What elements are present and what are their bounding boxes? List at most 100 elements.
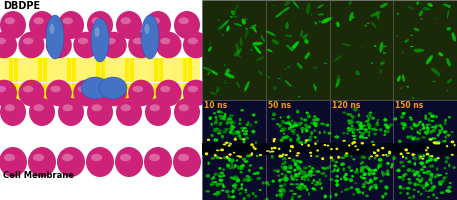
Ellipse shape (400, 122, 405, 124)
Ellipse shape (321, 167, 325, 169)
Ellipse shape (431, 126, 436, 128)
Ellipse shape (416, 132, 420, 134)
Ellipse shape (369, 185, 374, 188)
Ellipse shape (120, 154, 131, 161)
Ellipse shape (356, 168, 358, 171)
Ellipse shape (239, 137, 242, 140)
Ellipse shape (433, 158, 438, 162)
Ellipse shape (409, 136, 414, 139)
Ellipse shape (101, 80, 127, 106)
Ellipse shape (379, 180, 383, 183)
Ellipse shape (222, 184, 225, 187)
Ellipse shape (298, 137, 300, 140)
Ellipse shape (382, 154, 385, 156)
Ellipse shape (346, 132, 349, 135)
Ellipse shape (292, 0, 299, 9)
Ellipse shape (242, 158, 246, 161)
Ellipse shape (281, 188, 284, 190)
Ellipse shape (369, 112, 372, 114)
Ellipse shape (403, 125, 407, 128)
Ellipse shape (362, 173, 364, 177)
Ellipse shape (430, 130, 433, 133)
Ellipse shape (426, 129, 430, 132)
Ellipse shape (234, 50, 240, 56)
Bar (14, 58, 17, 82)
Ellipse shape (336, 22, 340, 27)
Ellipse shape (430, 155, 433, 157)
Ellipse shape (376, 177, 378, 179)
Ellipse shape (360, 175, 362, 178)
Ellipse shape (252, 25, 257, 33)
Ellipse shape (414, 136, 416, 139)
Ellipse shape (231, 164, 234, 167)
Ellipse shape (402, 165, 405, 167)
Ellipse shape (440, 191, 444, 194)
Ellipse shape (411, 137, 415, 141)
Ellipse shape (356, 71, 360, 76)
Ellipse shape (283, 137, 287, 139)
Ellipse shape (278, 155, 283, 158)
Ellipse shape (433, 129, 436, 132)
Ellipse shape (311, 14, 312, 15)
Ellipse shape (224, 80, 226, 81)
Ellipse shape (291, 119, 293, 122)
Ellipse shape (33, 154, 44, 161)
Ellipse shape (287, 115, 290, 119)
Ellipse shape (229, 176, 234, 179)
Ellipse shape (238, 188, 240, 191)
Ellipse shape (278, 124, 282, 128)
Ellipse shape (367, 23, 370, 24)
Ellipse shape (340, 178, 342, 180)
Ellipse shape (383, 133, 386, 136)
Ellipse shape (242, 178, 247, 182)
Ellipse shape (352, 129, 354, 133)
Ellipse shape (216, 194, 218, 197)
Ellipse shape (281, 197, 283, 199)
Ellipse shape (221, 173, 223, 176)
Ellipse shape (400, 122, 403, 125)
Ellipse shape (411, 170, 415, 173)
Ellipse shape (416, 183, 420, 186)
Ellipse shape (304, 39, 308, 44)
Ellipse shape (5, 17, 15, 24)
Ellipse shape (282, 7, 290, 12)
Ellipse shape (428, 123, 431, 126)
Ellipse shape (218, 175, 223, 178)
Ellipse shape (342, 111, 346, 114)
Ellipse shape (364, 128, 367, 131)
Bar (9, 58, 12, 82)
Ellipse shape (373, 176, 376, 180)
Ellipse shape (218, 129, 222, 132)
Ellipse shape (384, 118, 386, 121)
Ellipse shape (245, 123, 249, 126)
Ellipse shape (0, 147, 27, 177)
Ellipse shape (306, 173, 311, 177)
Ellipse shape (308, 165, 312, 167)
Ellipse shape (218, 27, 223, 30)
Ellipse shape (429, 139, 433, 141)
Ellipse shape (212, 176, 215, 179)
Ellipse shape (252, 113, 255, 117)
Ellipse shape (414, 49, 424, 52)
Ellipse shape (306, 139, 310, 141)
Ellipse shape (281, 155, 284, 157)
Ellipse shape (401, 161, 404, 164)
Ellipse shape (236, 130, 240, 134)
Ellipse shape (418, 156, 421, 160)
Ellipse shape (231, 128, 234, 131)
Ellipse shape (337, 168, 340, 171)
Ellipse shape (371, 128, 373, 131)
Ellipse shape (289, 190, 294, 192)
Ellipse shape (405, 157, 408, 160)
Ellipse shape (340, 157, 345, 159)
Ellipse shape (386, 169, 389, 173)
Ellipse shape (284, 183, 286, 186)
Ellipse shape (300, 127, 304, 129)
Ellipse shape (349, 178, 353, 182)
Ellipse shape (211, 157, 215, 160)
Ellipse shape (377, 149, 380, 152)
Ellipse shape (373, 132, 377, 135)
Ellipse shape (425, 153, 429, 156)
Ellipse shape (416, 130, 419, 133)
Ellipse shape (237, 4, 238, 8)
